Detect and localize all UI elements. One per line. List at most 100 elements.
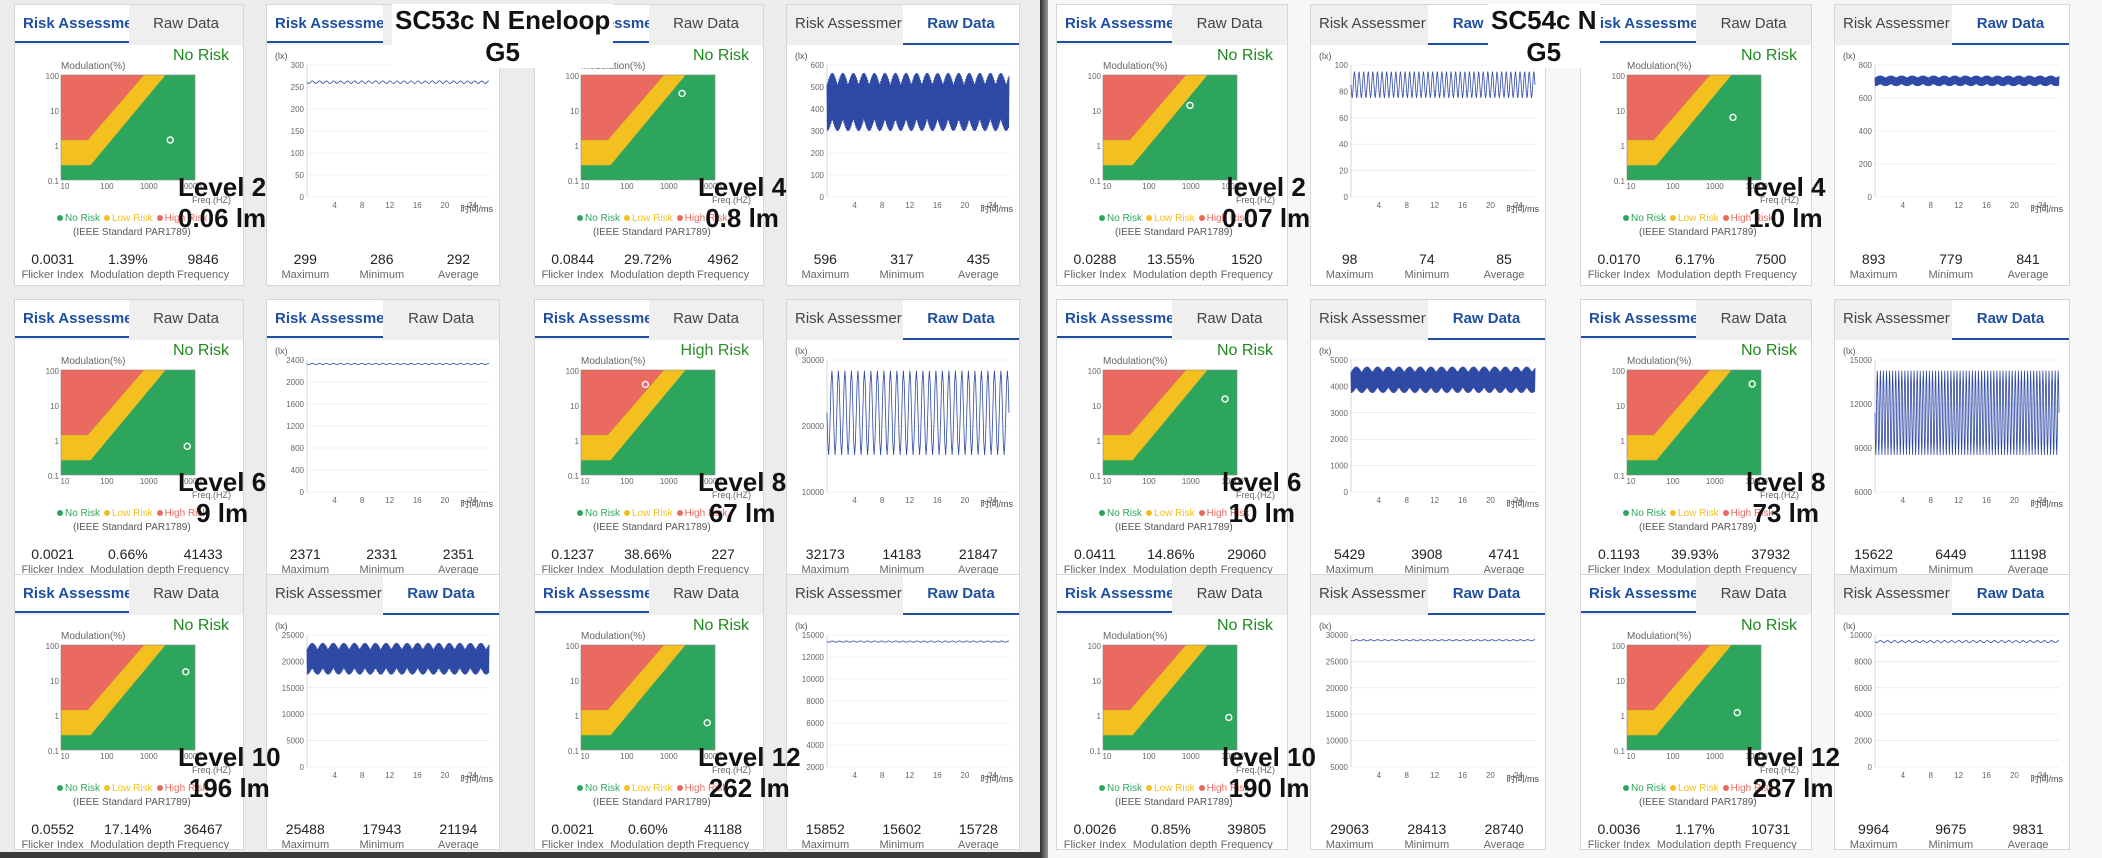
mod-tick-label: 100 <box>1088 73 1102 81</box>
tab-risk-assessment[interactable]: Risk Assessmer <box>1057 300 1172 338</box>
risk-legend: No Risk Low Risk High Risk <box>53 213 207 224</box>
high-risk-legend-label: High Risk <box>164 508 208 519</box>
lumen-label: 9 lm <box>196 498 249 528</box>
tab-raw-data[interactable]: Raw Data <box>153 15 219 32</box>
low-risk-legend-label: Low Risk <box>632 213 673 224</box>
frequency-stat: 7500 Frequency <box>1733 251 1809 281</box>
average-stat: 21194 Average <box>420 821 497 849</box>
tab-risk-assessment[interactable]: Risk Assessmer <box>275 585 382 602</box>
tab-risk-assessment[interactable]: Risk Assessmer <box>15 5 129 43</box>
illuminance-waveform <box>1350 639 1536 642</box>
mod-tick-label: 10 <box>50 677 59 686</box>
tab-risk-assessment[interactable]: Risk Assessmer <box>1581 5 1696 43</box>
tab-raw-data[interactable]: Raw Data <box>1428 300 1545 340</box>
modulation-depth-value: 29.72% <box>624 251 672 267</box>
time-tick-label: 20 <box>960 496 969 505</box>
tab-raw-data[interactable]: Raw Data <box>1196 585 1263 602</box>
illuminance-waveform <box>306 80 490 84</box>
tab-risk-assessment[interactable]: Risk Assessmer <box>1843 15 1950 32</box>
tab-raw-data[interactable]: Raw Data <box>153 310 219 327</box>
risk-status: High Risk <box>680 342 749 359</box>
no-risk-dot <box>577 214 583 221</box>
tab-risk-assessment[interactable]: Risk Assessmer <box>1843 585 1950 602</box>
tab-raw-data[interactable]: Raw Data <box>673 310 739 327</box>
mod-tick-label: 10 <box>50 107 59 116</box>
low-risk-legend-label: Low Risk <box>112 508 153 519</box>
y-tick-label: 20000 <box>282 657 305 666</box>
lux-unit-label: (lx) <box>1319 51 1332 61</box>
tab-raw-data[interactable]: Raw Data <box>1196 310 1263 327</box>
freq-tick-label: 10000 <box>700 182 723 191</box>
frequency-label: Frequency <box>177 269 230 281</box>
tab-risk-assessment[interactable]: Risk Assessmer <box>1057 5 1172 43</box>
tab-risk-assessment[interactable]: Risk Assessmer <box>535 300 649 338</box>
tab-risk-assessment[interactable]: Risk Assessmer <box>1581 300 1696 338</box>
tab-raw-data[interactable]: Raw Data <box>1720 15 1787 32</box>
maximum-stat: 9964 Maximum <box>1835 821 1912 849</box>
tab-raw-data[interactable]: Raw Data <box>903 575 1019 615</box>
low-risk-dot <box>624 784 631 791</box>
tab-raw-data[interactable]: Raw Data <box>1952 5 2069 45</box>
time-unit-label: 时间/ms <box>980 499 1014 509</box>
tab-raw-data[interactable]: Raw Data <box>1196 15 1263 32</box>
tab-raw-data[interactable]: Raw Data <box>1952 575 2069 615</box>
risk-legend: No Risk Low Risk High Risk <box>1095 213 1249 224</box>
tab-raw-data[interactable]: Raw Data <box>673 15 739 32</box>
tab-risk-assessment[interactable]: Risk Assessmer <box>535 575 649 613</box>
freq-tick-label: 10 <box>1103 752 1112 761</box>
level-lumen-overlay: level 10 190 lm <box>1222 742 1316 804</box>
tab-risk-assessment[interactable]: Risk Assessmer <box>1057 575 1172 613</box>
tab-raw-data[interactable]: Raw Data <box>383 575 499 615</box>
tab-raw-data[interactable]: Raw Data <box>1952 300 2069 340</box>
mod-tick-label: 100 <box>1612 368 1626 376</box>
modulation-depth-label: Modulation depth <box>1132 564 1218 576</box>
flicker-index-stat: 0.0288 Flicker Index <box>1057 251 1133 281</box>
measurement-point <box>182 668 190 676</box>
tab-risk-assessment[interactable]: Risk Assessmer <box>795 310 902 327</box>
tab-raw-data[interactable]: Raw Data <box>903 300 1019 340</box>
tab-raw-data[interactable]: Raw Data <box>153 585 219 602</box>
tab-risk-assessment[interactable]: Risk Assessmer <box>267 300 383 338</box>
tab-raw-data[interactable]: Raw Data <box>408 310 474 327</box>
y-tick-label: 2000 <box>806 763 824 772</box>
tab-risk-assessment[interactable]: Risk Assessmer <box>1843 310 1950 327</box>
average-label: Average <box>2007 269 2049 281</box>
tab-raw-data[interactable]: Raw Data <box>673 585 739 602</box>
time-tick-label: 20 <box>960 201 969 210</box>
time-unit-label: 时间/ms <box>460 204 494 214</box>
tab-raw-data[interactable]: Raw Data <box>903 5 1019 45</box>
lumen-label: 0.06 lm <box>178 203 267 233</box>
lux-unit-label: (lx) <box>795 51 808 61</box>
high-risk-dot <box>676 509 683 516</box>
minimum-label: Minimum <box>1404 269 1450 281</box>
tab-risk-assessment[interactable]: Risk Assessmer <box>15 300 129 338</box>
freq-tick-label: 10000 <box>180 182 203 191</box>
tab-raw-data[interactable]: Raw Data <box>1720 585 1787 602</box>
tab-risk-assessment[interactable]: Risk Assessmer <box>1581 575 1696 613</box>
time-tick-label: 16 <box>1458 771 1467 780</box>
low-risk-region <box>1103 370 1208 461</box>
tab-raw-data[interactable]: Raw Data <box>1428 575 1545 615</box>
tab-risk-assessment[interactable]: Risk Assessmer <box>1319 15 1426 32</box>
tab-risk-assessment[interactable]: Risk Assessmer <box>1319 310 1426 327</box>
raw-waveform-chart: 15000 12000 9000 6000 4 8 12 16 20 24 <box>1850 356 2060 505</box>
tab-risk-assessment[interactable]: Risk Assessmer <box>795 585 902 602</box>
tab-risk-assessment[interactable]: Risk Assessmer <box>15 575 129 613</box>
y-tick-label: 500 <box>811 83 825 92</box>
tab-risk-assessment[interactable]: Risk Assessmer <box>267 5 383 43</box>
high-risk-legend-label: High Risk <box>684 508 728 519</box>
tab-risk-assessment[interactable]: Risk Assessmer <box>795 15 902 32</box>
maximum-label: Maximum <box>1325 839 1374 850</box>
flicker-index-label: Flicker Index <box>21 269 84 281</box>
freq-tick-label: 10000 <box>1746 182 1769 191</box>
lux-unit-label: (lx) <box>1843 621 1856 631</box>
minimum-value: 17943 <box>362 821 402 837</box>
y-tick-label: 100 <box>811 171 825 180</box>
no-risk-legend-label: No Risk <box>65 783 101 794</box>
tab-raw-data[interactable]: Raw Data <box>1720 310 1787 327</box>
frequency-stat: 4962 Frequency <box>685 251 760 281</box>
tab-risk-assessment[interactable]: Risk Assessmer <box>1319 585 1426 602</box>
